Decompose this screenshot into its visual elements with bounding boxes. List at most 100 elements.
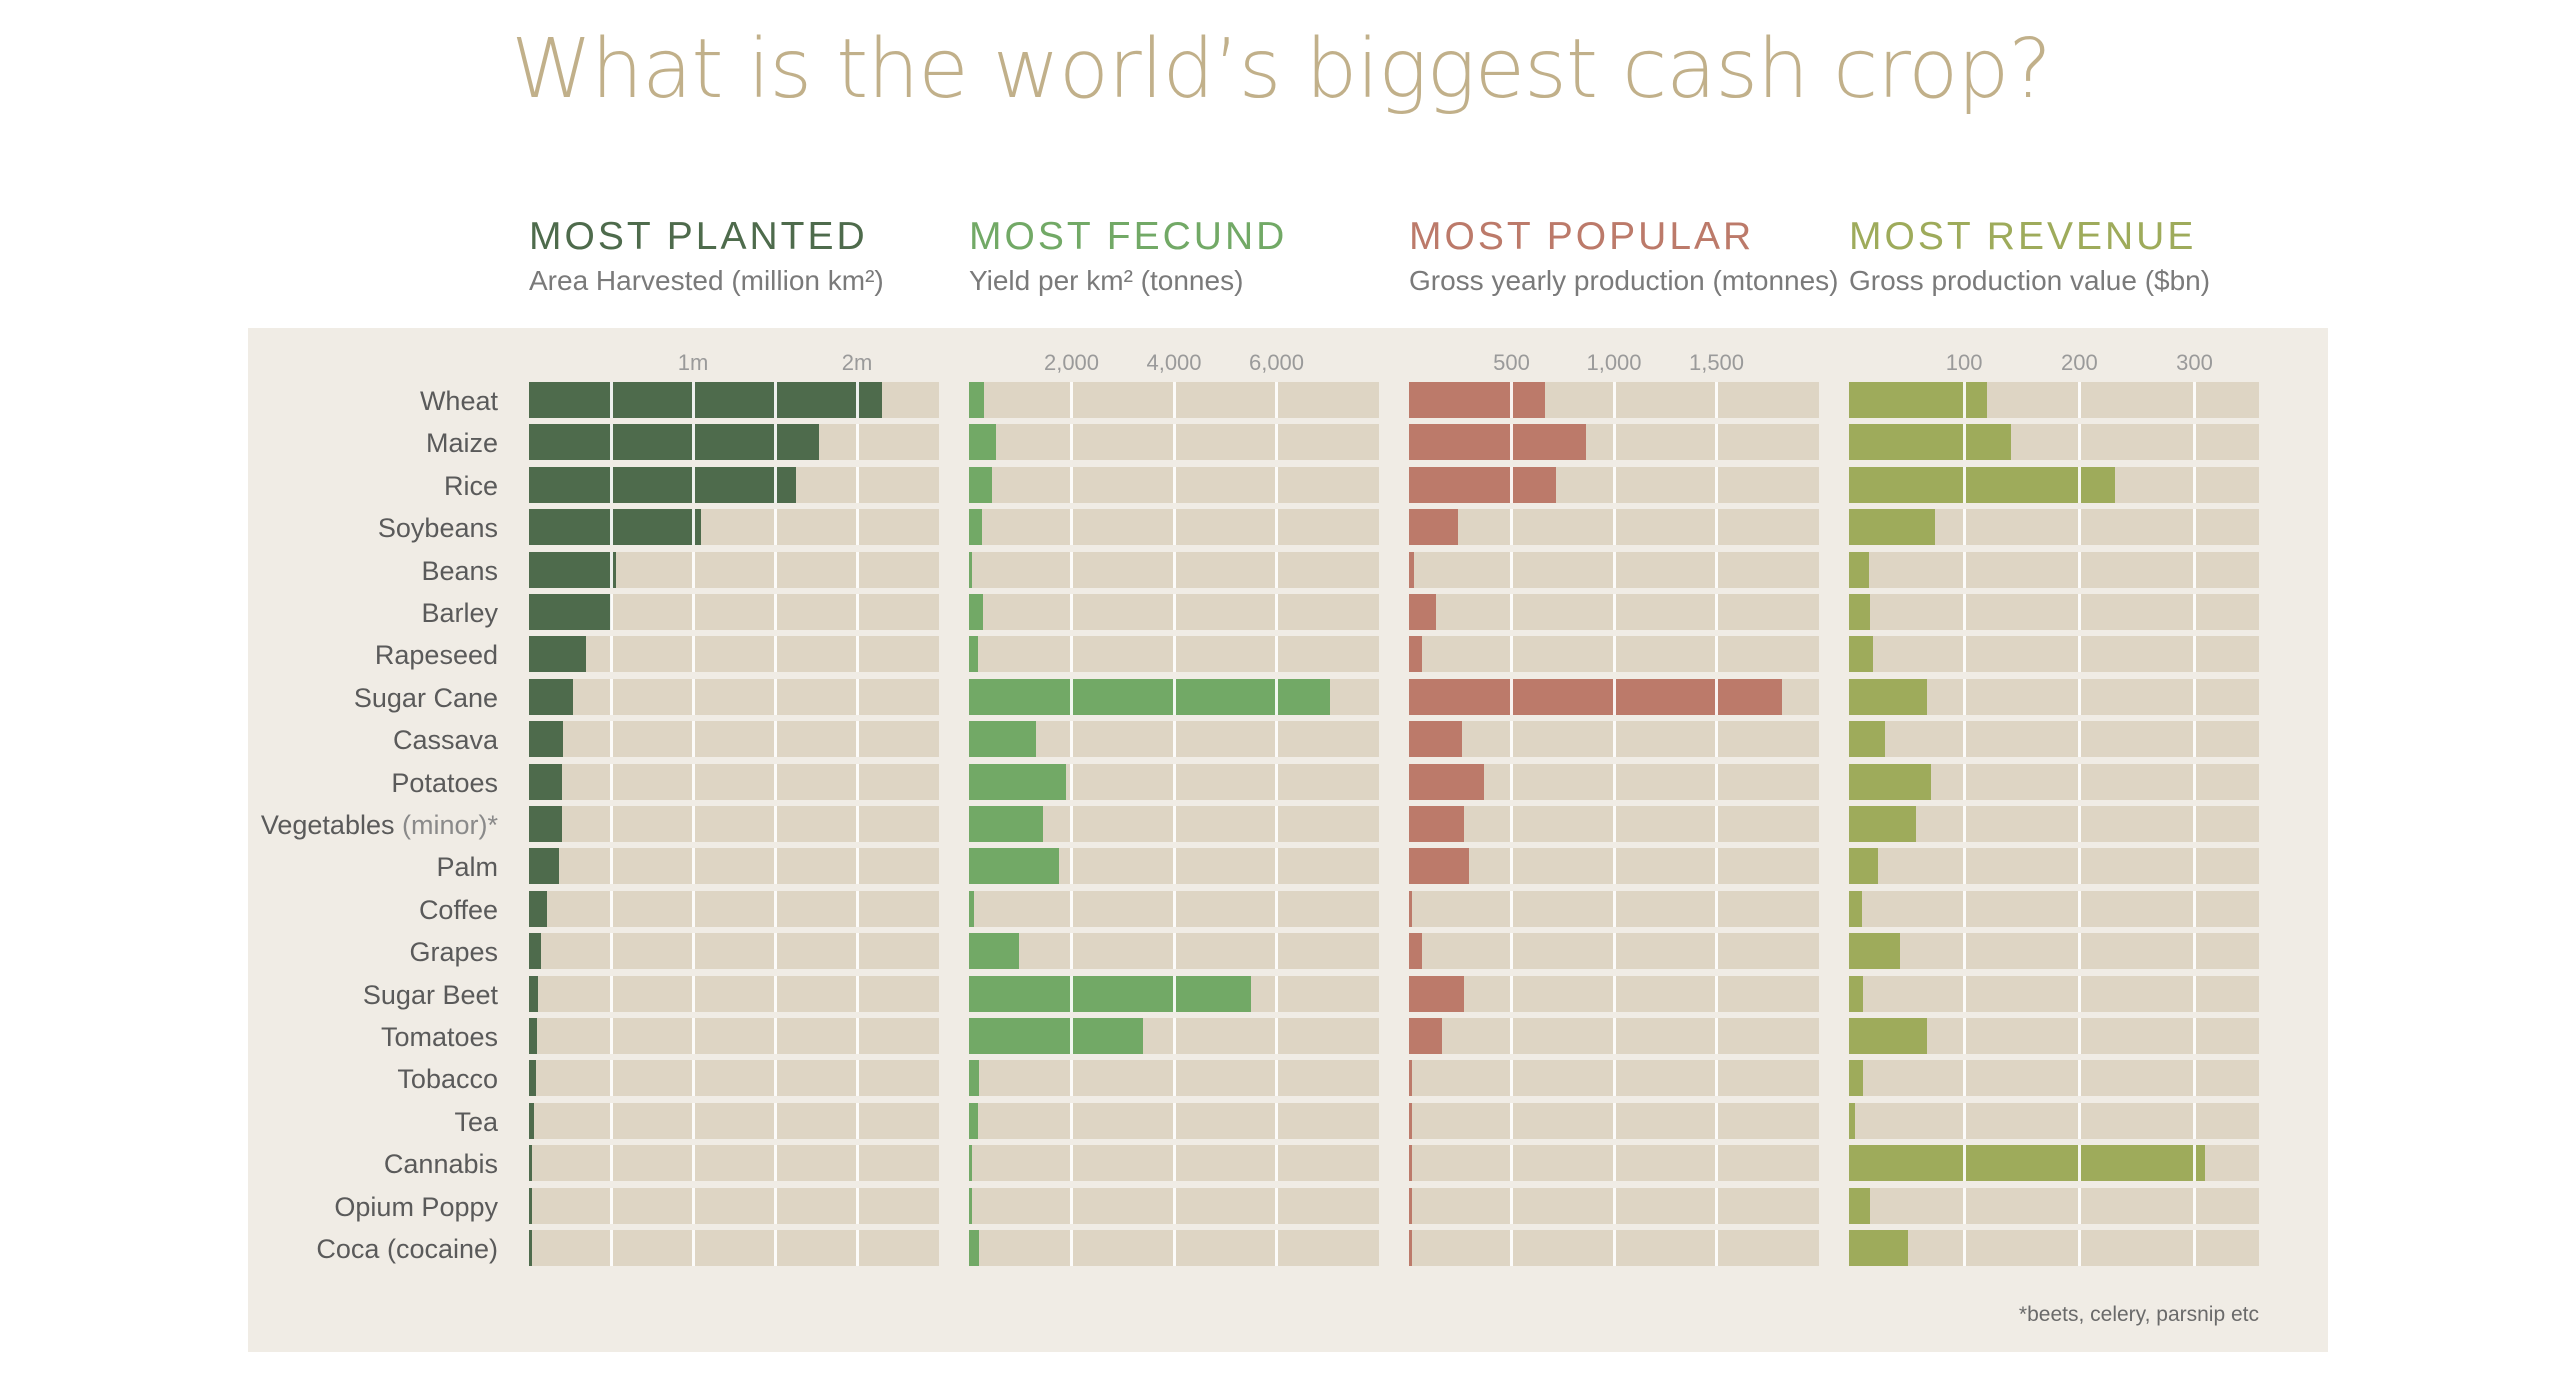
gridline-fecund-16-1 xyxy=(1172,1060,1176,1097)
gridline-planted-6-2 xyxy=(773,636,777,673)
gridline-revenue-4-0 xyxy=(1962,551,1966,588)
panel-subtitle-revenue: Gross production value ($bn) xyxy=(1849,265,2211,296)
gridline-planted-4-2 xyxy=(773,551,777,588)
bar-popular-9 xyxy=(1409,763,1484,800)
bar-revenue-12 xyxy=(1849,890,1862,927)
gridline-fecund-16-0 xyxy=(1070,1060,1073,1097)
bar-fecund-2 xyxy=(969,466,992,503)
bar-planted-6 xyxy=(529,636,587,673)
gridline-revenue-16-2 xyxy=(2193,1060,2196,1097)
gridline-popular-11-0 xyxy=(1510,848,1513,885)
gridline-popular-20-0 xyxy=(1510,1230,1513,1266)
gridline-fecund-5-1 xyxy=(1172,594,1176,630)
gridline-popular-13-1 xyxy=(1612,933,1616,970)
gridline-popular-1-2 xyxy=(1715,424,1718,461)
bar-popular-7 xyxy=(1409,678,1783,715)
gridline-fecund-19-1 xyxy=(1172,1187,1176,1224)
gridline-popular-12-1 xyxy=(1612,890,1616,927)
gridline-planted-18-0 xyxy=(609,1145,613,1182)
row-label-9: Potatoes xyxy=(391,767,498,798)
gridline-planted-16-1 xyxy=(691,1060,695,1097)
gridline-revenue-13-2 xyxy=(2193,933,2196,970)
gridline-planted-10-1 xyxy=(691,806,695,842)
bar-track-planted-15 xyxy=(529,1018,939,1054)
gridline-revenue-0-0 xyxy=(1962,382,1966,418)
bar-fecund-4 xyxy=(969,551,973,588)
bar-popular-2 xyxy=(1409,466,1556,503)
tick-label-planted-0: 1m xyxy=(677,350,709,375)
gridline-fecund-8-0 xyxy=(1070,721,1073,758)
bar-fecund-1 xyxy=(969,424,996,461)
gridline-popular-0-0 xyxy=(1510,382,1513,418)
gridline-planted-13-1 xyxy=(691,933,695,970)
bar-track-planted-11 xyxy=(529,848,939,885)
bar-popular-17 xyxy=(1409,1102,1412,1139)
gridline-planted-19-2 xyxy=(773,1187,777,1224)
gridline-planted-8-1 xyxy=(691,721,695,758)
gridline-planted-7-2 xyxy=(773,678,777,715)
gridline-fecund-15-2 xyxy=(1275,1018,1278,1054)
gridline-popular-12-2 xyxy=(1715,890,1718,927)
gridline-fecund-8-1 xyxy=(1172,721,1176,758)
bar-revenue-15 xyxy=(1849,1018,1928,1054)
bar-track-revenue-14 xyxy=(1849,975,2259,1012)
gridline-fecund-10-0 xyxy=(1070,806,1073,842)
gridline-fecund-7-0 xyxy=(1070,678,1073,715)
gridline-planted-20-3 xyxy=(855,1230,859,1266)
bar-planted-0 xyxy=(529,382,882,418)
gridline-fecund-20-0 xyxy=(1070,1230,1073,1266)
gridline-popular-14-1 xyxy=(1612,975,1616,1012)
gridline-fecund-4-2 xyxy=(1275,551,1278,588)
row-label-14: Sugar Beet xyxy=(362,979,498,1010)
gridline-fecund-1-0 xyxy=(1070,424,1073,461)
row-label-10: Vegetables (minor)* xyxy=(260,810,498,840)
gridline-planted-17-3 xyxy=(855,1102,859,1139)
bar-track-planted-6 xyxy=(529,636,939,673)
gridline-fecund-1-2 xyxy=(1275,424,1278,461)
gridline-revenue-12-2 xyxy=(2193,890,2196,927)
gridline-planted-6-3 xyxy=(855,636,859,673)
gridline-revenue-1-0 xyxy=(1962,424,1966,461)
gridline-planted-4-0 xyxy=(609,551,613,588)
gridline-popular-17-0 xyxy=(1510,1102,1513,1139)
bar-popular-6 xyxy=(1409,636,1423,673)
gridline-fecund-13-1 xyxy=(1172,933,1176,970)
gridline-fecund-18-2 xyxy=(1275,1145,1278,1182)
row-label-20: Coca (cocaine) xyxy=(316,1234,498,1264)
gridline-popular-5-1 xyxy=(1612,594,1616,630)
gridline-revenue-4-1 xyxy=(2077,551,2081,588)
bar-popular-3 xyxy=(1409,509,1459,546)
gridline-revenue-8-0 xyxy=(1962,721,1966,758)
bar-revenue-11 xyxy=(1849,848,1878,885)
bar-track-revenue-13 xyxy=(1849,933,2259,970)
gridline-popular-16-0 xyxy=(1510,1060,1513,1097)
row-label-17: Tea xyxy=(454,1106,498,1137)
gridline-popular-8-1 xyxy=(1612,721,1616,758)
bar-track-planted-8 xyxy=(529,721,939,758)
gridline-planted-10-3 xyxy=(855,806,859,842)
row-label-0: Wheat xyxy=(419,386,498,416)
gridline-planted-16-0 xyxy=(609,1060,613,1097)
gridline-planted-1-3 xyxy=(855,424,859,461)
gridline-revenue-19-0 xyxy=(1962,1187,1966,1224)
bar-popular-1 xyxy=(1409,424,1587,461)
gridline-planted-12-3 xyxy=(855,890,859,927)
gridline-fecund-19-2 xyxy=(1275,1187,1278,1224)
gridline-popular-1-0 xyxy=(1510,424,1513,461)
gridline-planted-14-0 xyxy=(609,975,613,1012)
bar-popular-0 xyxy=(1409,382,1546,418)
gridline-fecund-10-1 xyxy=(1172,806,1176,842)
gridline-popular-13-0 xyxy=(1510,933,1513,970)
bar-planted-11 xyxy=(529,848,559,885)
bar-fecund-5 xyxy=(969,594,984,630)
gridline-planted-5-1 xyxy=(691,594,695,630)
gridline-popular-3-2 xyxy=(1715,509,1718,546)
gridline-planted-19-3 xyxy=(855,1187,859,1224)
gridline-revenue-7-1 xyxy=(2077,678,2081,715)
gridline-popular-6-0 xyxy=(1510,636,1513,673)
bar-revenue-1 xyxy=(1849,424,2012,461)
bar-revenue-18 xyxy=(1849,1145,2205,1182)
gridline-planted-9-1 xyxy=(691,763,695,800)
gridline-planted-11-0 xyxy=(609,848,613,885)
gridline-revenue-6-0 xyxy=(1962,636,1966,673)
